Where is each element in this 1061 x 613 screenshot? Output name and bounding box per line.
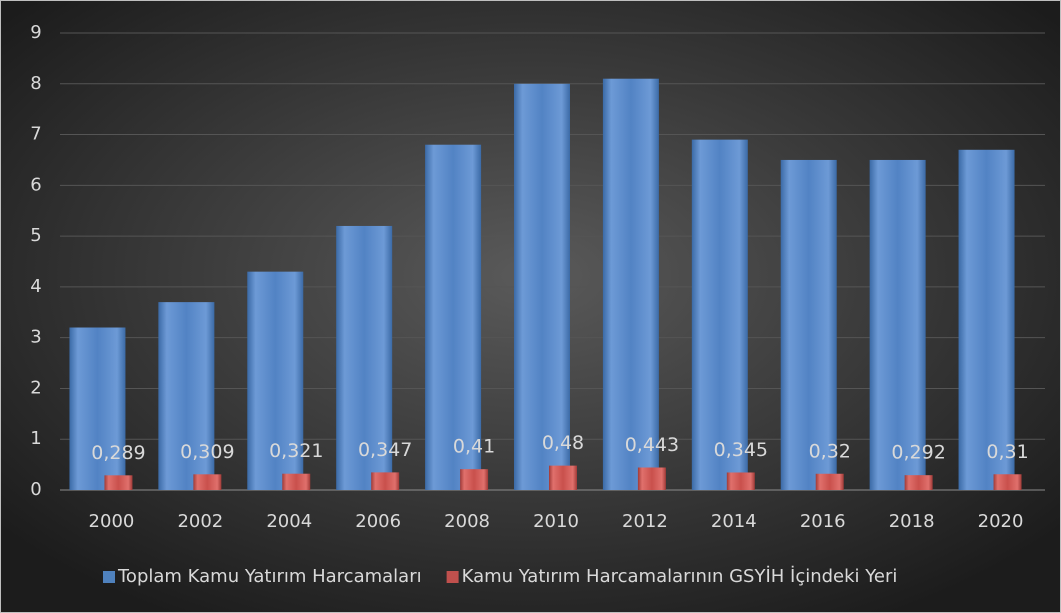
data-label: 0,41 — [453, 436, 495, 458]
bar — [993, 474, 1022, 490]
legend-label: Toplam Kamu Yatırım Harcamaları — [117, 566, 422, 587]
bar — [371, 472, 400, 490]
bar — [336, 225, 393, 490]
bar — [602, 78, 659, 490]
x-tick-label: 2012 — [622, 511, 668, 532]
bar — [282, 473, 311, 490]
bar — [460, 469, 489, 490]
bar — [514, 83, 570, 491]
y-tick-label: 1 — [30, 428, 41, 449]
x-tick-label: 2004 — [266, 511, 312, 532]
y-tick-label: 4 — [30, 276, 41, 297]
x-tick-label: 2016 — [800, 511, 846, 532]
bar — [247, 271, 304, 490]
bar — [780, 159, 837, 490]
y-tick-label: 7 — [30, 124, 41, 145]
y-tick-label: 3 — [30, 327, 41, 348]
data-label: 0,345 — [714, 439, 768, 461]
bar — [425, 144, 482, 490]
bar — [726, 472, 755, 490]
y-tick-label: 5 — [30, 225, 41, 246]
data-label: 0,289 — [91, 442, 145, 464]
bar — [815, 473, 844, 490]
x-tick-label: 2020 — [978, 511, 1024, 532]
x-tick-label: 2000 — [89, 511, 135, 532]
x-tick-label: 2018 — [889, 511, 935, 532]
data-label: 0,32 — [809, 440, 851, 462]
y-tick-label: 9 — [30, 22, 41, 43]
y-tick-label: 0 — [30, 479, 41, 500]
data-label: 0,292 — [891, 442, 945, 464]
data-label: 0,48 — [542, 432, 584, 454]
bar — [869, 159, 926, 490]
bar — [104, 475, 133, 490]
bar — [958, 149, 1015, 491]
y-tick-label: 2 — [30, 377, 41, 398]
bar — [691, 139, 748, 490]
data-label: 0,31 — [986, 441, 1028, 463]
data-label: 0,347 — [358, 439, 412, 461]
bar — [904, 475, 933, 490]
bar — [549, 465, 577, 490]
x-tick-label: 2006 — [355, 511, 401, 532]
bar — [193, 474, 222, 490]
y-tick-label: 8 — [30, 73, 41, 94]
legend-marker — [103, 571, 115, 583]
x-tick-label: 2008 — [444, 511, 490, 532]
data-label: 0,309 — [180, 441, 234, 463]
bar — [158, 302, 215, 490]
x-tick-label: 2014 — [711, 511, 757, 532]
legend-label: Kamu Yatırım Harcamalarının GSYİH İçinde… — [462, 566, 898, 587]
data-label: 0,321 — [269, 440, 323, 462]
y-tick-label: 6 — [30, 174, 41, 195]
x-tick-label: 2010 — [533, 511, 579, 532]
data-label: 0,443 — [625, 434, 679, 456]
x-tick-label: 2002 — [177, 511, 223, 532]
legend-marker — [446, 571, 459, 583]
bar — [637, 467, 666, 490]
bar — [69, 327, 126, 490]
